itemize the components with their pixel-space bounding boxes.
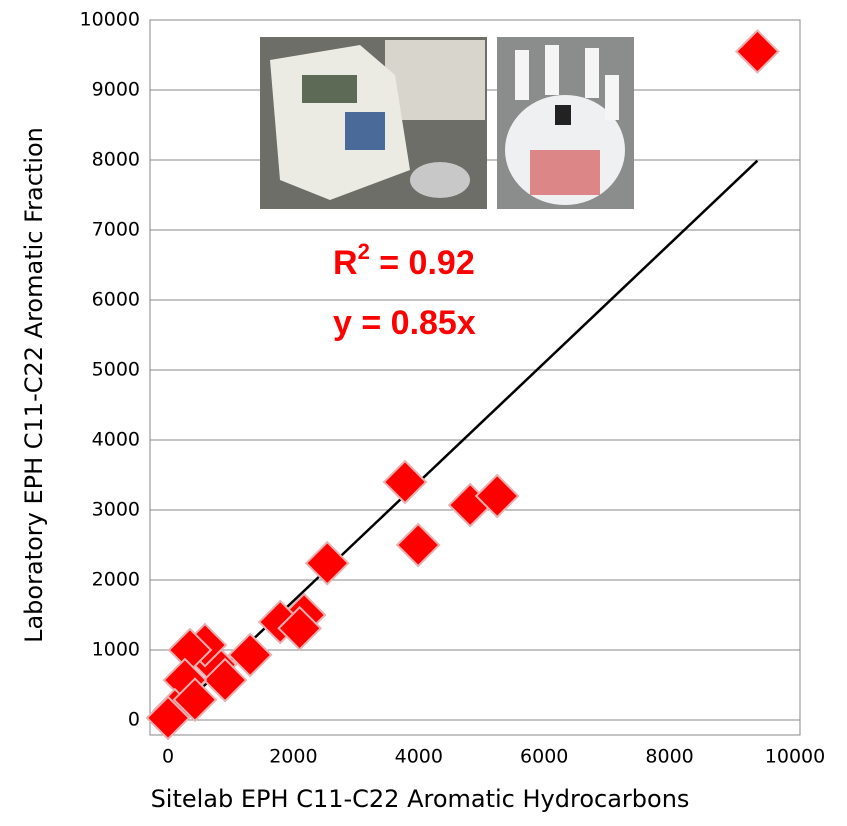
data-point bbox=[227, 632, 273, 678]
y-tick-label: 2000 bbox=[92, 569, 140, 591]
annotation-superscript: 2 bbox=[358, 239, 370, 264]
x-tick-label: 10000 bbox=[765, 746, 825, 768]
data-point bbox=[382, 459, 428, 505]
data-point bbox=[734, 29, 780, 74]
y-tick-label: 6000 bbox=[92, 289, 140, 311]
y-tick-label: 8000 bbox=[92, 149, 140, 171]
y-tick-label: 1000 bbox=[92, 639, 140, 661]
equation-annotation: y = 0.85x bbox=[333, 304, 476, 342]
x-tick-label: 8000 bbox=[645, 746, 693, 768]
photo-vial bbox=[515, 50, 529, 100]
x-tick-label: 4000 bbox=[395, 746, 443, 768]
photo-analyzer bbox=[260, 37, 487, 209]
y-tick-label: 3000 bbox=[92, 499, 140, 521]
photo-kit bbox=[497, 37, 634, 209]
annotation-text: = 0.92 bbox=[370, 244, 475, 282]
y-tick-label: 7000 bbox=[92, 219, 140, 241]
x-tick-label: 6000 bbox=[520, 746, 568, 768]
x-axis-title: Sitelab EPH C11-C22 Aromatic Hydrocarbon… bbox=[151, 785, 690, 813]
data-point bbox=[304, 540, 350, 586]
y-tick-label: 5000 bbox=[92, 359, 140, 381]
data-point bbox=[474, 473, 520, 519]
photo-screen bbox=[302, 75, 357, 103]
data-point bbox=[145, 695, 191, 741]
photo-vial-cap bbox=[555, 105, 571, 125]
r-squared-annotation: R2 = 0.92 bbox=[333, 239, 475, 282]
photo-vial bbox=[545, 45, 559, 95]
annotation-text: R bbox=[333, 244, 358, 282]
photo-label bbox=[530, 150, 600, 195]
x-tick-label: 0 bbox=[162, 746, 174, 768]
data-point bbox=[202, 657, 248, 703]
y-tick-label: 0 bbox=[128, 709, 140, 731]
photo-keypad bbox=[345, 112, 385, 150]
data-point bbox=[395, 522, 441, 568]
y-tick-label: 9000 bbox=[92, 79, 140, 101]
y-tick-label: 4000 bbox=[92, 429, 140, 451]
y-axis-title: Laboratory EPH C11-C22 Aromatic Fraction bbox=[20, 127, 48, 643]
data-point bbox=[277, 605, 323, 651]
x-tick-label: 2000 bbox=[269, 746, 317, 768]
photo-vial bbox=[605, 75, 619, 120]
photo-disc bbox=[410, 162, 470, 198]
y-tick-label: 10000 bbox=[80, 9, 140, 31]
data-point bbox=[172, 677, 218, 723]
photo-box bbox=[385, 40, 485, 120]
photo-vial bbox=[585, 48, 599, 98]
